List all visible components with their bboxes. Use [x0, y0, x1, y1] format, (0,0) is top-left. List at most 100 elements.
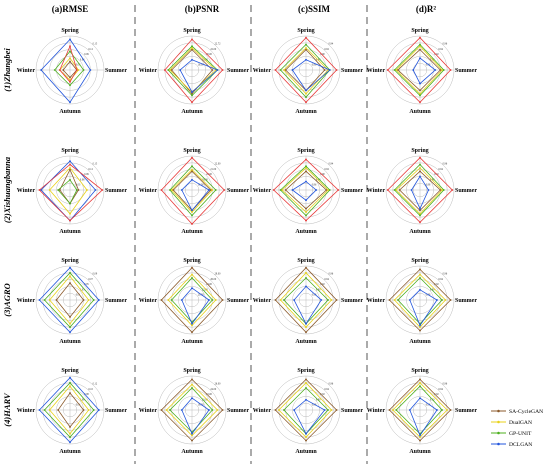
series-point: [335, 409, 338, 411]
series-point: [82, 409, 85, 411]
series-point: [69, 432, 71, 435]
series-point: [305, 170, 307, 173]
series-point: [216, 409, 219, 411]
axis-label-summer: Summer: [455, 298, 477, 304]
series-point: [305, 96, 307, 99]
series-point: [69, 392, 71, 394]
tick-label: 0.88: [426, 184, 431, 187]
series-point: [69, 45, 71, 48]
series-point: [328, 69, 331, 71]
radar-panel: 0.960.940.920.900.88SpringSummerAutumnWi…: [367, 28, 478, 115]
series-point: [305, 180, 307, 183]
series-point: [305, 89, 307, 92]
series-point: [191, 214, 193, 217]
tick-label: 0.96: [329, 382, 334, 385]
series-point: [170, 189, 173, 191]
axis-label-winter: Winter: [17, 188, 36, 194]
series-point: [191, 383, 193, 386]
series-point: [82, 69, 85, 71]
series-point: [419, 170, 421, 173]
series-point: [94, 189, 97, 191]
series-point: [320, 299, 323, 301]
axis-label-autumn: Autumn: [59, 449, 81, 455]
series-point: [191, 58, 193, 61]
series-point: [393, 69, 396, 71]
tick-label: 0.92: [434, 393, 439, 396]
tick-label: 0.06: [80, 398, 85, 401]
axis-label-autumn: Autumn: [295, 229, 317, 235]
series-point: [419, 89, 421, 92]
axis-label-autumn: Autumn: [181, 339, 203, 345]
series-point: [305, 158, 307, 161]
series-point: [419, 92, 421, 95]
tick-label: 0.96: [329, 272, 334, 275]
series-point: [323, 69, 326, 71]
series-point: [408, 409, 411, 411]
legend-label-gp-unit: GP-UNIT: [509, 431, 532, 437]
tick-label: 0.96: [443, 162, 448, 165]
series-point: [449, 69, 452, 71]
series-point: [335, 69, 338, 71]
series-point: [208, 189, 210, 191]
axis-label-spring: Spring: [411, 28, 428, 34]
series-point: [92, 299, 95, 301]
axis-label-summer: Summer: [227, 408, 249, 414]
legend-label-dualgan: DualGAN: [509, 420, 532, 426]
series-point: [211, 409, 214, 411]
legend-item-gp-unit: GP-UNIT: [491, 431, 532, 437]
axis-label-summer: Summer: [105, 68, 127, 74]
series-point: [191, 322, 193, 325]
tick-label: 24.00: [210, 388, 217, 391]
series-point: [419, 207, 421, 210]
axis-label-summer: Summer: [455, 408, 477, 414]
axis-label-autumn: Autumn: [295, 109, 317, 115]
series-point: [57, 409, 59, 411]
tick-label: 24.00: [206, 283, 213, 286]
series-point: [436, 409, 438, 411]
radar-panel: 0.120.10 0.08 0.06 0.04 Spring Summer Autumn Wi…: [17, 368, 128, 455]
series-point: [330, 299, 333, 301]
series-point: [221, 409, 224, 411]
series-point: [328, 189, 331, 191]
series-point: [337, 189, 340, 191]
series-point: [170, 299, 173, 301]
series-point: [305, 285, 307, 288]
series-point: [89, 69, 92, 71]
series-point: [98, 409, 100, 411]
series-point: [283, 299, 285, 301]
series-point: [388, 409, 391, 411]
radar-panel: 0.960.940.920.900.88SpringSummerAutumnWi…: [253, 258, 364, 345]
tick-label: 0.06: [80, 178, 85, 181]
tick-label: 22.00: [210, 48, 217, 51]
tick-label: 26.00: [210, 278, 217, 281]
series-point: [191, 101, 193, 104]
series-point: [191, 287, 193, 289]
series-point: [388, 299, 391, 301]
series-point: [69, 57, 71, 59]
series-point: [58, 69, 61, 71]
series-point: [419, 397, 421, 399]
series-point: [305, 331, 307, 334]
series-point: [40, 189, 42, 191]
tick-label: 0.94: [324, 388, 329, 391]
series-point: [419, 209, 421, 212]
tick-label: 0.03: [76, 64, 81, 67]
radar-panel: 0.150.12 0.09 0.06 0.03 Spring Summer Autumn Wi…: [17, 28, 128, 115]
series-point: [293, 409, 295, 411]
tick-label: 0.94: [438, 48, 443, 51]
series-point: [284, 69, 287, 71]
series-point: [69, 426, 71, 428]
series-point: [191, 209, 193, 212]
series-point: [305, 219, 307, 222]
series-point: [419, 43, 421, 46]
series-point: [305, 92, 307, 95]
series-point: [40, 69, 42, 71]
series-point: [167, 69, 170, 71]
axis-label-spring: Spring: [297, 368, 314, 374]
series-point: [43, 299, 46, 301]
series-point: [330, 409, 333, 411]
radar-panel: 0.150.12 0.09 0.06 0.03 Spring Summer Autumn Wi…: [17, 148, 128, 235]
series-point: [69, 50, 71, 53]
tick-label: 22.00: [215, 162, 222, 165]
axis-label-summer: Summer: [455, 188, 477, 194]
